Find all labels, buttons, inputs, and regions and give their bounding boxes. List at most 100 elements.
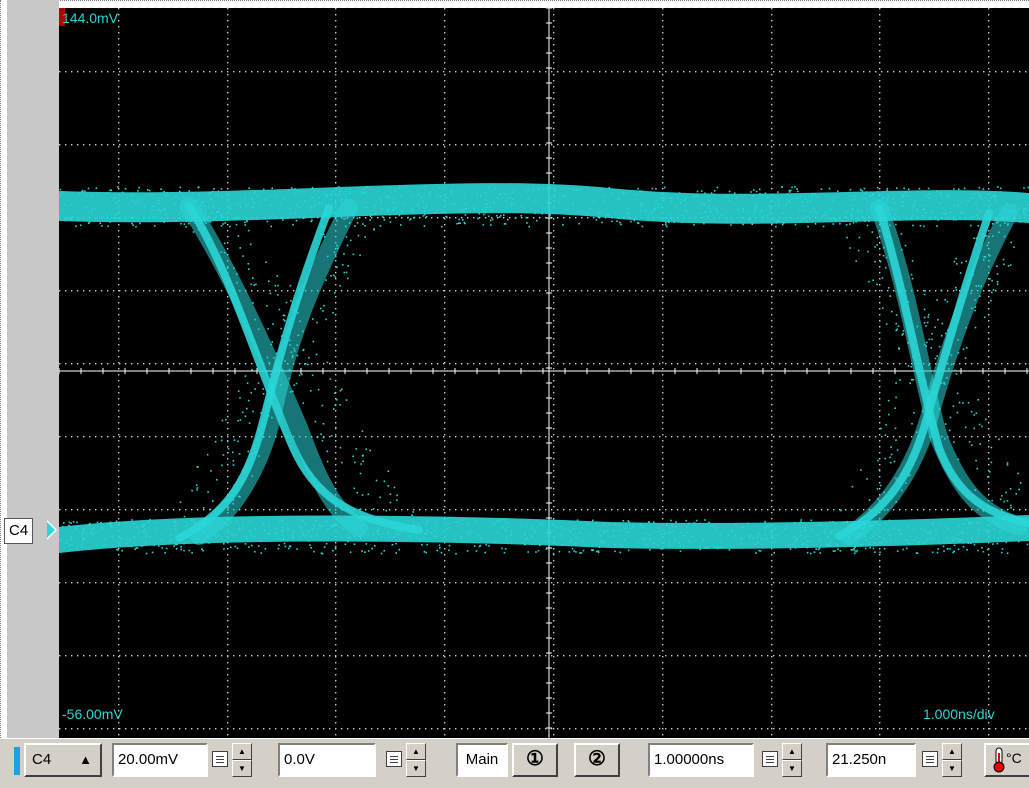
grid-dot	[719, 436, 720, 437]
sample-point	[824, 215, 826, 217]
grid-dot	[989, 290, 990, 291]
grid-dot	[553, 332, 554, 333]
sample-point	[192, 193, 194, 195]
sample-point	[208, 207, 210, 209]
sample-point	[105, 545, 107, 547]
grid-dot	[761, 71, 762, 72]
sample-point	[701, 190, 703, 192]
sample-point	[814, 211, 816, 213]
sample-point	[983, 510, 985, 512]
grid-dot	[971, 728, 972, 729]
grid-dot	[988, 440, 989, 441]
grid-dot	[239, 655, 240, 656]
grid-dot	[77, 436, 78, 437]
grid-dot	[593, 655, 594, 656]
sample-point	[998, 538, 1000, 540]
grid-dot	[443, 363, 444, 364]
grid-dot	[553, 422, 554, 423]
sample-point	[491, 209, 493, 211]
grid-dot	[1025, 71, 1026, 72]
grid-dot	[347, 655, 348, 656]
sample-point	[948, 196, 950, 198]
sample-point	[788, 545, 790, 547]
grid-dot	[553, 686, 554, 687]
grid-dot	[118, 164, 119, 165]
grid-dot	[335, 164, 336, 165]
grid-dot	[953, 71, 954, 72]
sample-point	[248, 268, 250, 270]
sample-point	[802, 201, 804, 203]
sample-point	[786, 525, 788, 527]
sample-point	[937, 219, 939, 221]
grid-dot	[497, 436, 498, 437]
grid-dot	[335, 446, 336, 447]
grid-dot	[713, 290, 714, 291]
sample-point	[296, 301, 298, 303]
sample-point	[196, 484, 198, 486]
grid-dot	[227, 26, 228, 27]
grid-dot	[209, 144, 210, 145]
grid-dot	[988, 638, 989, 639]
grid-dot	[659, 655, 660, 656]
grid-dot	[771, 332, 772, 333]
sample-point	[556, 527, 558, 529]
sample-point	[435, 522, 437, 524]
grid-dot	[879, 98, 880, 99]
grid-dot	[995, 436, 996, 437]
sample-point	[1015, 218, 1017, 220]
grid-dot	[167, 144, 168, 145]
sample-point	[91, 530, 93, 532]
grid-dot	[553, 458, 554, 459]
scope-display[interactable]	[59, 8, 1029, 738]
grid-dot	[988, 152, 989, 153]
grid-dot	[662, 14, 663, 15]
sample-point	[296, 220, 298, 222]
grid-dot	[917, 290, 918, 291]
grid-dot	[677, 655, 678, 656]
grid-dot	[437, 728, 438, 729]
grid-dot	[371, 728, 372, 729]
grid-dot	[713, 655, 714, 656]
grid-dot	[444, 68, 445, 69]
sample-point	[146, 553, 148, 555]
grid-dot	[383, 363, 384, 364]
sample-point	[905, 245, 907, 247]
grid-dot	[395, 363, 396, 364]
grid-dot	[281, 509, 282, 510]
sample-point	[829, 188, 831, 190]
grid-dot	[455, 290, 456, 291]
grid-dot	[305, 509, 306, 510]
grid-dot	[662, 236, 663, 237]
grid-dot	[879, 554, 880, 555]
sample-point	[474, 545, 476, 547]
grid-dot	[293, 290, 294, 291]
grid-dot	[359, 144, 360, 145]
sample-point	[163, 209, 165, 211]
sample-point	[890, 462, 892, 464]
sample-point	[554, 191, 556, 193]
sample-point	[885, 523, 887, 525]
sample-point	[597, 212, 599, 214]
sample-point	[336, 266, 338, 268]
grid-dot	[71, 728, 72, 729]
sample-point	[949, 353, 951, 355]
sample-point	[975, 489, 977, 491]
sample-point	[717, 548, 719, 550]
grid-dot	[771, 518, 772, 519]
sample-point	[384, 481, 386, 483]
sample-point	[366, 543, 368, 545]
sample-point	[326, 451, 328, 453]
grid-dot	[879, 686, 880, 687]
sample-point	[353, 254, 355, 256]
grid-dot	[545, 71, 546, 72]
grid-dot	[553, 674, 554, 675]
grid-dot	[155, 71, 156, 72]
grid-dot	[749, 582, 750, 583]
sample-point	[984, 317, 986, 319]
grid-dot	[771, 500, 772, 501]
grid-dot	[988, 38, 989, 39]
grid-dot	[771, 92, 772, 93]
grid-dot	[929, 655, 930, 656]
grid-dot	[431, 290, 432, 291]
sample-point	[288, 548, 290, 550]
